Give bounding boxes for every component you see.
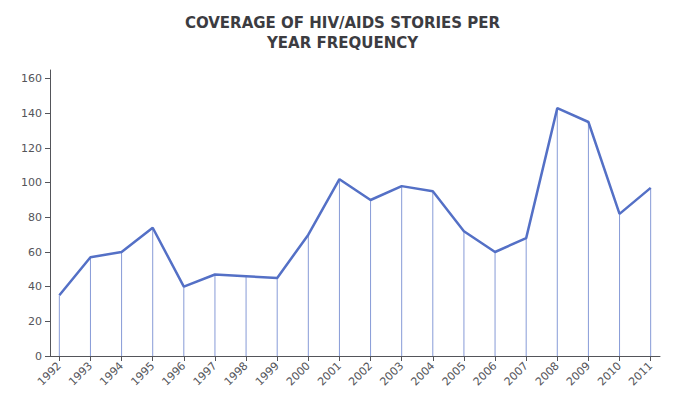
svg-text:160: 160 (21, 72, 42, 85)
svg-text:2002: 2002 (346, 359, 375, 388)
svg-text:100: 100 (21, 176, 42, 189)
svg-text:1999: 1999 (253, 359, 282, 388)
svg-text:1992: 1992 (35, 359, 64, 388)
svg-text:YEAR FREQUENCY: YEAR FREQUENCY (266, 34, 419, 52)
svg-text:2011: 2011 (626, 359, 655, 388)
svg-text:2005: 2005 (440, 359, 469, 388)
svg-text:2008: 2008 (533, 359, 562, 388)
svg-text:2010: 2010 (595, 359, 624, 388)
svg-text:1998: 1998 (222, 359, 251, 388)
svg-text:2004: 2004 (408, 359, 437, 388)
svg-text:COVERAGE OF HIV/AIDS STORIES P: COVERAGE OF HIV/AIDS STORIES PER (185, 14, 501, 32)
svg-text:1993: 1993 (66, 359, 95, 388)
svg-text:0: 0 (35, 350, 42, 363)
svg-text:1996: 1996 (159, 359, 188, 388)
svg-text:2001: 2001 (315, 359, 344, 388)
svg-text:60: 60 (28, 246, 42, 259)
svg-text:2007: 2007 (502, 359, 531, 388)
svg-text:40: 40 (28, 280, 42, 293)
svg-text:120: 120 (21, 142, 42, 155)
svg-text:1997: 1997 (191, 359, 220, 388)
svg-text:2000: 2000 (284, 359, 313, 388)
svg-text:1995: 1995 (128, 359, 157, 388)
svg-text:2009: 2009 (564, 359, 593, 388)
svg-text:80: 80 (28, 211, 42, 224)
svg-text:20: 20 (28, 315, 42, 328)
svg-text:1994: 1994 (97, 359, 126, 388)
svg-text:2003: 2003 (377, 359, 406, 388)
svg-text:140: 140 (21, 107, 42, 120)
svg-text:2006: 2006 (471, 359, 500, 388)
